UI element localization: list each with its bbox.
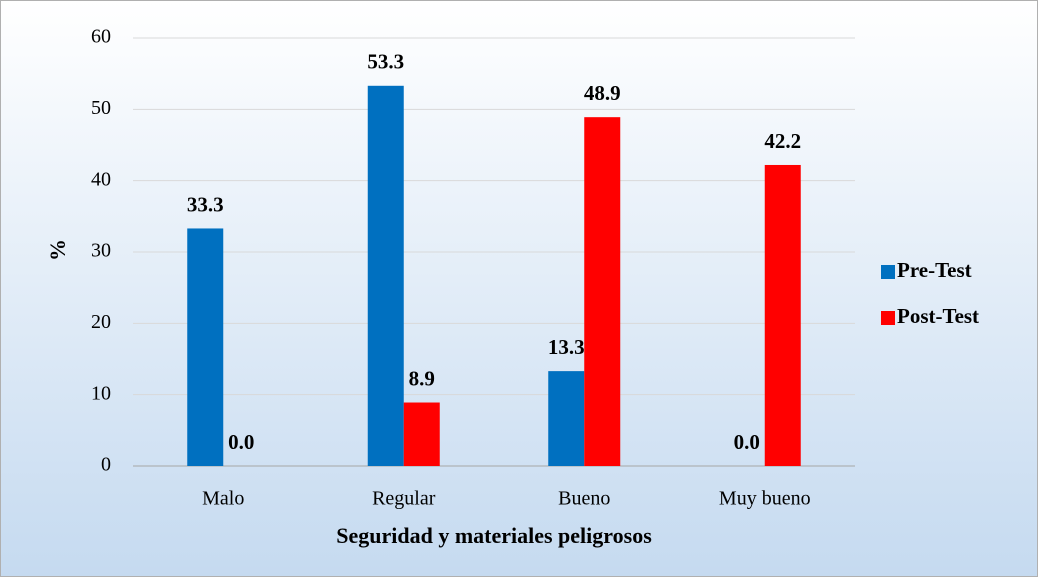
y-tick-label: 60 bbox=[91, 26, 111, 48]
y-tick-label: 30 bbox=[91, 240, 111, 262]
legend-label: Post-Test bbox=[897, 304, 979, 328]
value-label: 53.3 bbox=[367, 50, 404, 74]
bar bbox=[548, 371, 585, 466]
y-tick-label: 50 bbox=[91, 97, 111, 119]
y-tick-label: 40 bbox=[91, 168, 111, 190]
y-tick-label: 10 bbox=[91, 382, 111, 404]
value-label: 0.0 bbox=[734, 430, 760, 454]
legend-label: Pre-Test bbox=[897, 258, 972, 282]
bar bbox=[367, 85, 404, 466]
value-label: 0.0 bbox=[228, 430, 254, 454]
legend-swatch bbox=[881, 265, 895, 279]
bar bbox=[403, 402, 440, 466]
value-label: 42.2 bbox=[764, 129, 801, 153]
x-tick-label: Bueno bbox=[558, 488, 610, 510]
y-axis-label: % bbox=[45, 239, 70, 261]
value-label: 48.9 bbox=[584, 81, 621, 105]
value-label: 13.3 bbox=[548, 335, 585, 359]
x-tick-label: Malo bbox=[202, 488, 244, 510]
x-tick-label: Regular bbox=[372, 488, 436, 510]
x-tick-label: Muy bueno bbox=[719, 488, 811, 510]
bar bbox=[187, 228, 224, 466]
legend-swatch bbox=[881, 311, 895, 325]
y-tick-label: 20 bbox=[91, 311, 111, 333]
bar bbox=[584, 117, 621, 467]
x-axis-label: Seguridad y materiales peligrosos bbox=[336, 523, 652, 548]
value-label: 8.9 bbox=[409, 366, 435, 390]
bar bbox=[764, 164, 801, 466]
value-label: 33.3 bbox=[187, 192, 224, 216]
y-tick-label: 0 bbox=[101, 454, 111, 476]
